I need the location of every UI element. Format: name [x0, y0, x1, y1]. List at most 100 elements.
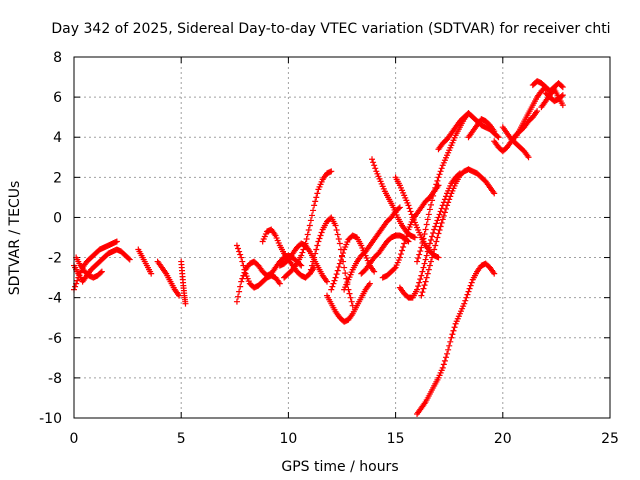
data-point [418, 244, 425, 251]
data-point [438, 219, 445, 226]
data-point [236, 288, 243, 295]
data-point [236, 248, 243, 255]
grid-layer [74, 57, 610, 418]
data-point [491, 128, 498, 135]
data-point [434, 177, 441, 184]
data-point [423, 252, 430, 259]
y-tick-label: 0 [53, 210, 62, 226]
data-point [337, 257, 344, 264]
data-point [400, 244, 407, 251]
series-arc-22h-c [542, 90, 566, 105]
data-point [442, 205, 449, 212]
data-point [426, 240, 433, 247]
data-point [417, 276, 424, 283]
data-point [300, 246, 307, 253]
data-point [303, 236, 310, 243]
x-axis-label: GPS time / hours [281, 459, 398, 475]
data-point [298, 252, 305, 259]
data-point [447, 338, 454, 345]
data-point [391, 265, 398, 272]
series-arc-16h-low [414, 260, 498, 417]
data-point [465, 288, 472, 295]
data-point [421, 282, 428, 289]
data-point [298, 262, 305, 269]
data-point [333, 271, 340, 278]
data-point [402, 237, 409, 244]
series-arc-18h-b [465, 116, 498, 141]
data-point [238, 278, 245, 285]
series-arc-20h-b [499, 124, 532, 161]
y-tick-label: -6 [48, 331, 62, 347]
data-point [304, 231, 311, 238]
data-point [467, 282, 474, 289]
data-point [424, 216, 431, 223]
data-point [318, 229, 325, 236]
series-arc-20h [491, 108, 541, 155]
series-arc-18h [435, 110, 502, 153]
data-point [418, 272, 425, 279]
data-point [421, 260, 428, 267]
data-point [315, 238, 322, 245]
data-point [311, 202, 318, 209]
data-point [348, 298, 355, 305]
y-tick-label: 4 [53, 130, 62, 146]
data-point [525, 154, 532, 161]
x-tick-label: 15 [387, 431, 405, 447]
data-point [433, 181, 440, 188]
data-point [468, 279, 475, 286]
data-point [329, 283, 336, 290]
data-point [314, 190, 321, 197]
data-point [332, 274, 339, 281]
data-point [429, 197, 436, 204]
data-point [436, 211, 443, 218]
data-point [442, 354, 449, 361]
data-point [420, 264, 427, 271]
data-point [148, 270, 155, 277]
data-point [462, 297, 469, 304]
data-point [558, 83, 565, 90]
data-point [97, 269, 104, 276]
data-point [430, 250, 437, 257]
data-point [313, 246, 320, 253]
data-point [426, 206, 433, 213]
data-point [305, 226, 312, 233]
data-point [419, 268, 426, 275]
data-point [445, 199, 452, 206]
data-point [435, 174, 442, 181]
data-point [317, 232, 324, 239]
data-point [414, 286, 421, 293]
data-point [559, 84, 566, 91]
data-point [438, 165, 445, 172]
data-point [125, 255, 132, 262]
data-point [435, 254, 442, 261]
data-point [404, 229, 411, 236]
y-tick-label: -8 [48, 371, 62, 387]
data-point [335, 236, 342, 243]
data-point [308, 212, 315, 219]
series-arc-4h [154, 258, 183, 299]
data-point [464, 291, 471, 298]
data-point [425, 211, 432, 218]
data-point [444, 350, 451, 357]
series-arc-14h [358, 232, 412, 277]
data-point [441, 357, 448, 364]
data-point [332, 222, 339, 229]
data-point [425, 244, 432, 251]
data-point [239, 275, 246, 282]
series-arc-16h-rise [414, 110, 472, 265]
data-point [430, 192, 437, 199]
data-point [439, 216, 446, 223]
data-point [308, 262, 315, 269]
data-point [420, 285, 427, 292]
data-point [395, 205, 402, 212]
data-point [372, 165, 379, 172]
data-point [432, 242, 439, 249]
data-point [403, 233, 410, 240]
data-point [446, 196, 453, 203]
series-arc-8h-b [233, 242, 283, 291]
data-point [421, 230, 428, 237]
data-point [233, 298, 240, 305]
data-point [238, 254, 245, 261]
data-point [419, 240, 426, 247]
x-tick-label: 25 [601, 431, 619, 447]
